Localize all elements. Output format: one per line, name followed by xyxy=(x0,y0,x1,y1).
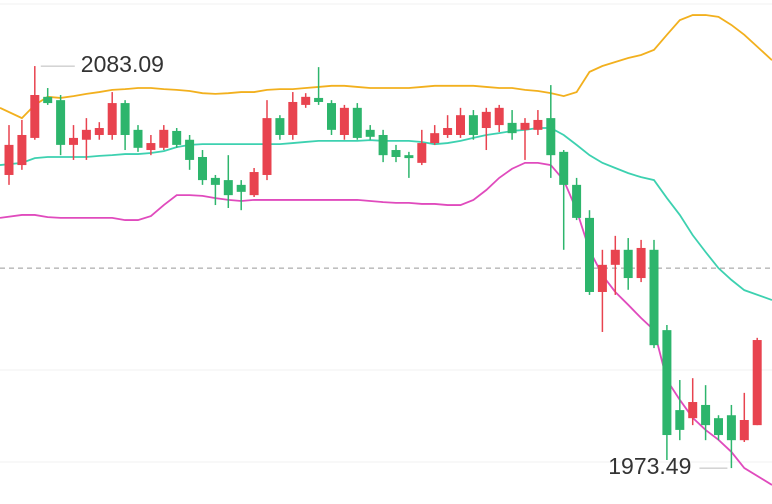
candle-body xyxy=(430,133,440,144)
candle-body xyxy=(520,122,530,130)
candle-body xyxy=(262,118,272,175)
candle-body xyxy=(481,111,491,129)
candle-body xyxy=(623,249,633,279)
candle-body xyxy=(185,139,195,160)
candle-body xyxy=(4,144,14,175)
candle-body xyxy=(30,95,40,138)
min-label: 1973.49 xyxy=(608,453,691,479)
candle-body xyxy=(223,180,233,196)
candle-body xyxy=(198,156,207,181)
candle-body xyxy=(752,340,762,426)
max-label: 2083.09 xyxy=(81,51,164,77)
candle-body xyxy=(739,420,749,441)
candle-body xyxy=(585,217,594,292)
candle-body xyxy=(714,418,723,436)
candle-body xyxy=(378,134,388,156)
candle-body xyxy=(314,97,324,102)
band-line xyxy=(0,161,772,486)
candle-body xyxy=(236,184,246,192)
candle-body xyxy=(494,107,504,126)
candle-body xyxy=(572,184,582,218)
candle-body xyxy=(456,115,465,135)
candle-body xyxy=(249,172,259,196)
candle-body xyxy=(391,150,401,157)
candle-body xyxy=(507,122,517,134)
candle-body xyxy=(120,103,130,135)
candle-body xyxy=(559,151,569,185)
candle-body xyxy=(146,143,156,151)
candle-body xyxy=(688,402,698,419)
candle-body xyxy=(365,129,375,137)
candle-body xyxy=(701,404,711,426)
candle-body xyxy=(726,415,736,441)
candle-body xyxy=(81,129,91,140)
candle-body xyxy=(288,101,298,135)
candle-body xyxy=(339,107,349,135)
candle-body xyxy=(533,119,543,130)
candle-body xyxy=(172,130,182,145)
candle-body xyxy=(610,249,620,265)
candle-body xyxy=(636,247,646,279)
candle-body xyxy=(17,134,27,166)
candle-body xyxy=(327,103,336,130)
candle-body xyxy=(662,330,672,436)
candle-body xyxy=(417,143,427,163)
candle-body xyxy=(107,103,117,135)
candle-body xyxy=(468,115,478,135)
candle-body xyxy=(546,118,556,156)
candle-body xyxy=(675,410,685,430)
candle-body xyxy=(301,96,311,105)
candle-body xyxy=(69,137,78,145)
candle-body xyxy=(159,129,169,148)
candle-body xyxy=(43,96,53,104)
candle-body xyxy=(404,155,414,159)
candle-body xyxy=(56,100,66,145)
candle-body xyxy=(210,177,220,185)
candle-body xyxy=(352,107,362,138)
candle-body xyxy=(94,128,104,135)
candle-body xyxy=(649,249,659,346)
band-line xyxy=(0,14,772,120)
candle-body xyxy=(275,118,285,135)
candle-body xyxy=(133,129,143,148)
candle-body xyxy=(443,128,453,135)
candle-body xyxy=(597,264,607,292)
